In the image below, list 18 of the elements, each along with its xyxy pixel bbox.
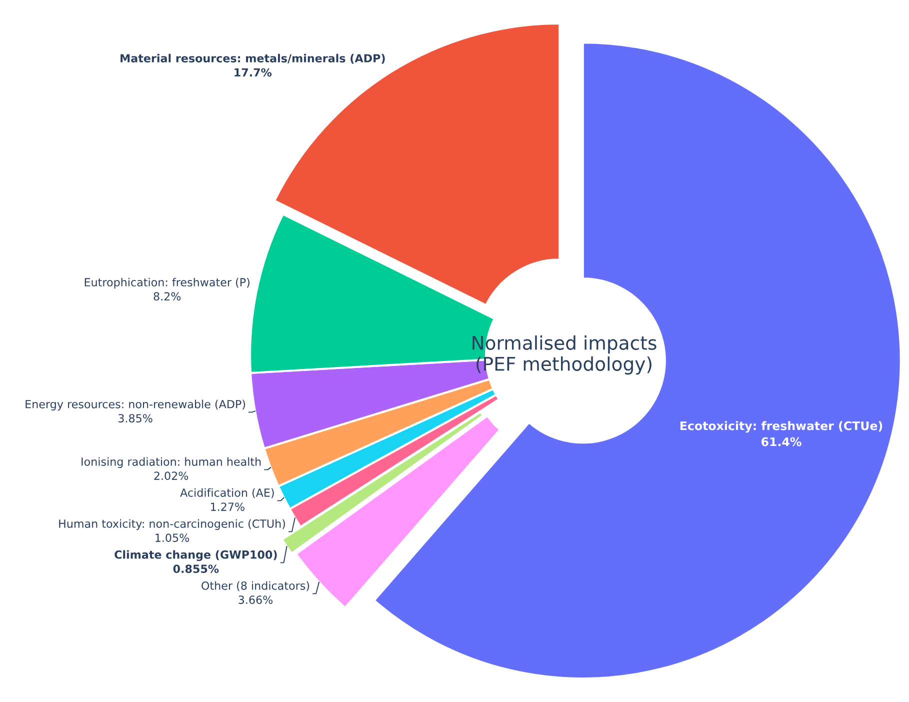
data-label: 1.05%: [156, 534, 190, 542]
data-label: 17.7%: [234, 68, 272, 77]
slice-label: Climate change (GWP100): [114, 550, 277, 562]
slice-label: Material resources: metals/minerals (ADP): [120, 54, 385, 64]
data-label: 0.855%: [173, 564, 219, 574]
data-label: 3.66%: [238, 596, 273, 604]
slice-label: Other (8 indicators): [202, 581, 310, 592]
slice-label: Ionising radiation: human health: [82, 457, 261, 468]
data-label: 8.2%: [154, 292, 181, 301]
data-label: 3.85%: [118, 414, 152, 422]
data-label: 2.02%: [154, 472, 188, 480]
slice-label: Eutrophication: freshwater (P): [84, 278, 250, 289]
slice-label: Acidification (AE): [180, 488, 274, 498]
data-label: 61.4%: [762, 437, 802, 446]
data-label: 1.27%: [210, 502, 244, 511]
slice-label: Ecotoxicity: freshwater (CTUe): [680, 421, 882, 433]
slice-label: Energy resources: non-renewable (ADP): [26, 400, 246, 410]
slice-label: Human toxicity: non-carcinogenic (CTUh): [59, 519, 285, 530]
